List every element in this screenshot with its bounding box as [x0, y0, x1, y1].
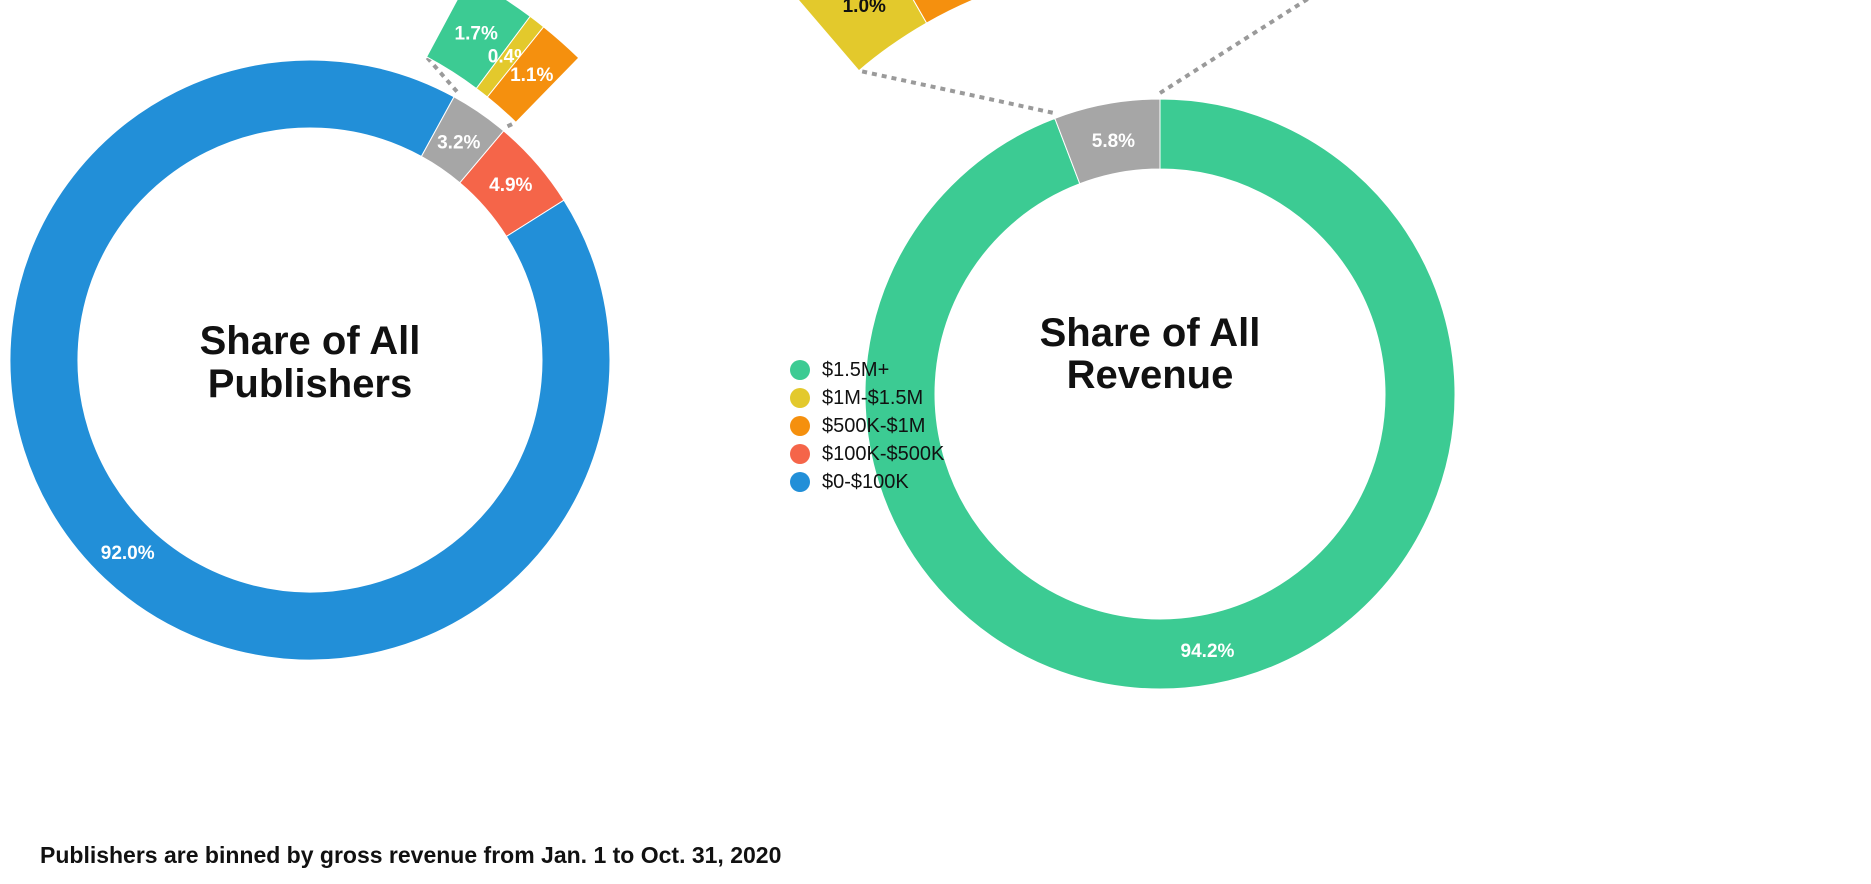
- legend-swatch-1m-1-5m: [790, 388, 810, 408]
- slice-1-5m-plus: [864, 98, 1456, 690]
- breakout-slice-500k-1m: [912, 0, 975, 24]
- legend-swatch-0-100k: [790, 472, 810, 492]
- breakout-label-1m-1-5m: 1.0%: [843, 0, 886, 17]
- slice-label-other: 5.8%: [1092, 131, 1135, 152]
- footnote: Publishers are binned by gross revenue f…: [40, 842, 782, 868]
- chart-center-title: Share of All: [200, 319, 421, 363]
- legend-swatch-500k-1m: [790, 416, 810, 436]
- breakout-leader-line: [506, 120, 517, 129]
- breakout-leader-line: [1158, 0, 1310, 95]
- slice-label-0-100k: 92.0%: [101, 543, 155, 564]
- revenue-donut-chart: 94.2%5.8%1.0%1.4%2.1%1.3%Share of AllRev…: [797, 0, 1456, 690]
- breakout-leader-line: [425, 55, 459, 93]
- legend-label-0-100k: $0-$100K: [822, 471, 909, 493]
- slice-label-other: 3.2%: [437, 133, 480, 154]
- chart-center-title: Publishers: [208, 362, 413, 406]
- legend: $1.5M+ $1M-$1.5M $500K-$1M $100K-$500K $0-$1…: [790, 359, 945, 493]
- legend-label-1m-1-5m: $1M-$1.5M: [822, 387, 923, 409]
- legend-label-1-5m-plus: $1.5M+: [822, 359, 889, 381]
- breakout-slice-500k-1m: [486, 26, 580, 124]
- slice-label-1-5m-plus: 94.2%: [1181, 641, 1235, 662]
- legend-label-100k-500k: $100K-$500K: [822, 443, 945, 465]
- chart-center-title: Share of All: [1040, 311, 1261, 355]
- slice-0-100k: [9, 59, 611, 661]
- breakout-leader-line: [858, 68, 1054, 115]
- slice-other: [1054, 98, 1161, 185]
- slice-label-100k-500k: 4.9%: [489, 175, 532, 196]
- publishers-donut-chart: 4.9%92.0%3.2%1.7%0.4%1.1%Share of AllPub…: [9, 0, 611, 661]
- legend-swatch-100k-500k: [790, 444, 810, 464]
- legend-swatch-1-5m-plus: [790, 360, 810, 380]
- breakout-label-500k-1m: 1.1%: [510, 65, 553, 86]
- slice-other: [420, 96, 505, 184]
- breakout-label-1-5m-plus: 1.7%: [455, 23, 498, 44]
- legend-label-500k-1m: $500K-$1M: [822, 415, 925, 437]
- chart-center-title: Revenue: [1067, 353, 1234, 397]
- breakout-slice-1m-1-5m: [797, 0, 928, 72]
